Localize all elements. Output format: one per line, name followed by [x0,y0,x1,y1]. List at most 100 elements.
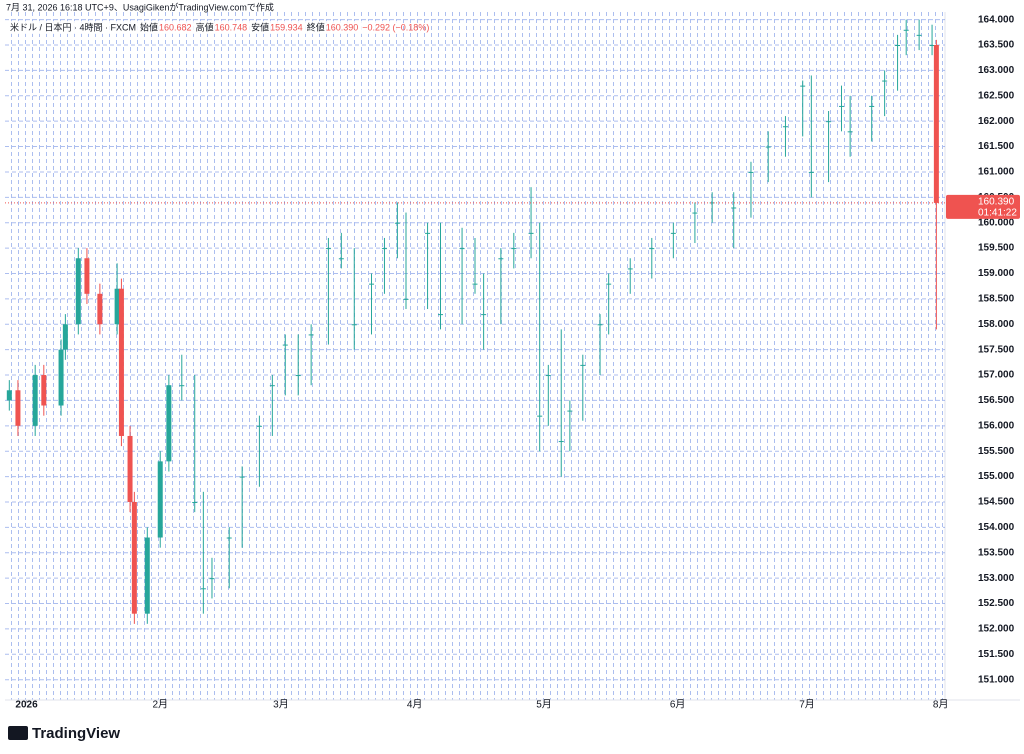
y-tick-label: 158.000 [978,319,1015,330]
y-tick-label: 155.000 [978,471,1015,482]
candle-body [567,410,573,412]
candle-body [308,334,314,336]
candle-body [649,248,655,250]
candle-body [472,283,478,285]
candle-body [381,248,387,250]
candle-body [425,232,431,234]
candle-body [895,45,901,47]
ohlc-value: 159.934 [270,22,303,32]
candle-body [933,45,939,203]
candle-body [403,298,409,300]
vertical-grid [5,12,945,700]
change: −0.292 (−0.18%) [362,22,429,32]
brand-logo [8,726,28,740]
y-tick-label: 154.000 [978,522,1015,533]
ohlc-name: 安値 [251,21,269,32]
candle-body [558,441,564,443]
x-tick-label: 6月 [670,699,686,711]
candle-body [782,126,788,128]
candle-body [295,375,301,377]
ohlc-name: 高値 [196,21,214,32]
candle-body [282,344,288,346]
candle-body [226,537,232,539]
candle-body [58,349,64,406]
candle-body [127,435,133,502]
y-tick-label: 159.000 [978,268,1015,279]
symbol: 米ドル / 日本円 · 4時間 · FXCM [10,21,136,32]
candle-body [537,415,543,417]
candle-body [369,283,375,285]
y-tick-label: 161.000 [978,167,1015,178]
y-tick-label: 162.500 [978,90,1015,101]
candle-body [511,248,517,250]
candle-body [808,171,814,173]
y-tick-label: 153.000 [978,573,1015,584]
candle-body [144,537,150,614]
candle-body [114,288,120,325]
candle-body [528,232,534,234]
x-tick-label: 5月 [536,699,552,711]
candle-body [839,105,845,107]
candle-body [929,45,935,47]
candle-body [670,232,676,234]
x-tick-label: 7月 [799,699,815,711]
candle-body [325,248,331,250]
candle-body [847,131,853,133]
y-tick-label: 163.000 [978,65,1015,76]
candle-body [800,85,806,87]
y-tick-label: 151.000 [978,674,1015,685]
candle-body [882,80,888,82]
candle-body [84,258,90,294]
x-tick-label: 4月 [407,699,423,711]
x-tick-label: 2月 [152,699,168,711]
candle-body [209,578,215,580]
candle-body [394,222,400,224]
candle-body [438,314,444,316]
candle-body [597,324,603,326]
legend-bg [6,21,401,34]
ohlc-name: 始値 [140,21,158,32]
candle-body [459,248,465,250]
y-tick-label: 156.000 [978,420,1015,431]
y-tick-label: 162.000 [978,116,1015,127]
ohlc-value: 160.390 [326,22,359,32]
candle-body [157,461,163,538]
candle-body [269,385,275,387]
candle-body [192,501,198,503]
y-tick-label: 164.000 [978,14,1015,25]
candle-body [15,390,21,426]
countdown: 01:41:22 [978,208,1017,219]
candle-body [256,425,262,427]
candle-body [6,390,12,401]
candle-body [731,207,737,209]
candle-body [580,364,586,366]
candle-body [179,385,185,387]
y-tick-label: 155.500 [978,446,1015,457]
y-tick-label: 158.500 [978,294,1015,305]
candle-body [166,385,172,462]
candle-body [32,375,38,426]
candle-body [200,588,206,590]
y-tick-label: 152.000 [978,624,1015,635]
candle-body [545,375,551,377]
x-tick-label: 8月 [933,699,949,711]
candle-body [606,283,612,285]
last-price-box [946,194,1020,219]
candle-body [97,293,103,325]
y-tick-label: 157.500 [978,344,1015,355]
x-tick-label: 2026 [15,700,38,711]
candle-body [62,324,68,350]
candle-body [748,171,754,173]
y-tick-label: 153.500 [978,547,1015,558]
y-tick-label: 159.500 [978,243,1015,254]
candle-body [869,105,875,107]
candle-body [131,501,137,614]
candle-body [498,258,504,260]
candle-body [765,146,771,148]
y-tick-label: 163.500 [978,40,1015,51]
candle-body [75,258,81,325]
candle-body [118,288,124,436]
candle-body [709,202,715,204]
ohlc-name: 終値 [307,21,325,32]
